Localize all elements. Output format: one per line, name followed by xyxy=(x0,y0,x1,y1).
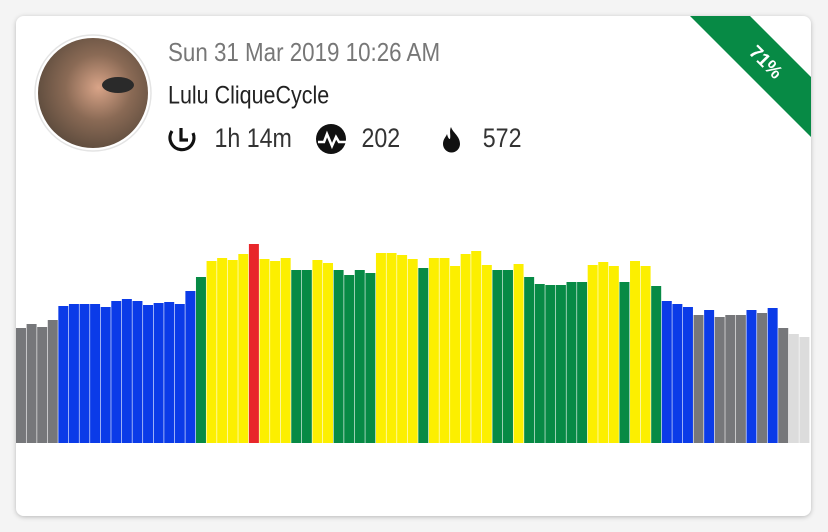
bar xyxy=(16,328,26,443)
effort-icon xyxy=(316,124,347,154)
bar xyxy=(68,304,79,443)
bar xyxy=(259,259,270,443)
bar xyxy=(587,265,598,443)
bar xyxy=(767,308,778,443)
bar xyxy=(555,285,566,443)
header-text: Sun 31 Mar 2019 10:26 AM Lulu CliqueCycl… xyxy=(168,38,521,153)
bar xyxy=(598,262,609,443)
bar xyxy=(630,261,641,443)
duration: 1h 14m xyxy=(214,124,291,154)
bar xyxy=(428,258,439,443)
bar xyxy=(492,270,503,443)
bar xyxy=(714,317,725,443)
bar xyxy=(693,315,704,443)
bar xyxy=(323,263,333,443)
avatar xyxy=(38,38,148,148)
bar xyxy=(333,270,344,443)
bar xyxy=(195,277,206,443)
bar xyxy=(344,275,355,443)
bar xyxy=(143,305,154,443)
bar xyxy=(418,268,429,443)
bar-chart xyxy=(16,244,810,443)
date: Sun 31 Mar 2019 10:26 AM xyxy=(168,38,440,67)
bar xyxy=(640,266,651,443)
bar xyxy=(502,270,513,443)
bar xyxy=(111,301,122,443)
duration-icon xyxy=(168,128,196,152)
calories: 572 xyxy=(483,124,522,154)
bar xyxy=(312,260,323,443)
bar xyxy=(534,284,545,443)
bar xyxy=(132,301,143,443)
bar xyxy=(746,310,757,443)
bar xyxy=(365,273,376,443)
bar xyxy=(206,261,217,443)
bar xyxy=(704,310,715,443)
bar xyxy=(577,282,588,443)
bar xyxy=(471,251,482,443)
bar xyxy=(407,259,418,443)
bar xyxy=(291,270,302,443)
bar xyxy=(79,304,90,443)
bar xyxy=(153,303,164,443)
bar xyxy=(788,334,799,443)
bar xyxy=(90,304,101,443)
bar xyxy=(174,304,185,443)
calories-icon xyxy=(443,127,460,153)
bar xyxy=(26,324,37,443)
bar xyxy=(481,265,492,443)
bar xyxy=(545,285,556,443)
bar xyxy=(460,254,471,443)
bar xyxy=(439,258,450,443)
bar xyxy=(735,315,746,443)
bar xyxy=(121,299,132,443)
bar xyxy=(778,328,789,443)
ribbon xyxy=(690,16,811,137)
bar xyxy=(757,313,768,443)
bar xyxy=(513,264,524,443)
bar xyxy=(619,282,630,443)
bar xyxy=(164,302,175,443)
bar xyxy=(270,261,281,443)
avatar-detail xyxy=(102,77,134,93)
bar xyxy=(566,282,577,443)
bar xyxy=(450,266,461,443)
bar xyxy=(725,315,736,443)
bar xyxy=(524,277,535,443)
bar xyxy=(227,260,238,443)
bar xyxy=(672,304,683,443)
user-name: Lulu CliqueCycle xyxy=(168,81,329,109)
bar xyxy=(386,253,397,443)
bar xyxy=(248,244,259,443)
bar xyxy=(100,307,111,443)
bar xyxy=(682,307,693,443)
bar xyxy=(661,301,672,443)
bar xyxy=(799,337,810,443)
bar xyxy=(238,254,249,443)
bar xyxy=(375,253,386,443)
bar xyxy=(47,320,58,443)
bar xyxy=(301,270,312,443)
bar xyxy=(185,291,196,443)
bar xyxy=(217,258,228,443)
bar xyxy=(354,270,365,443)
bar xyxy=(280,258,291,443)
bar xyxy=(58,306,69,443)
bar xyxy=(651,286,662,443)
effort: 202 xyxy=(362,124,401,154)
bar xyxy=(37,327,48,443)
bar xyxy=(608,266,619,443)
bar xyxy=(397,255,408,443)
